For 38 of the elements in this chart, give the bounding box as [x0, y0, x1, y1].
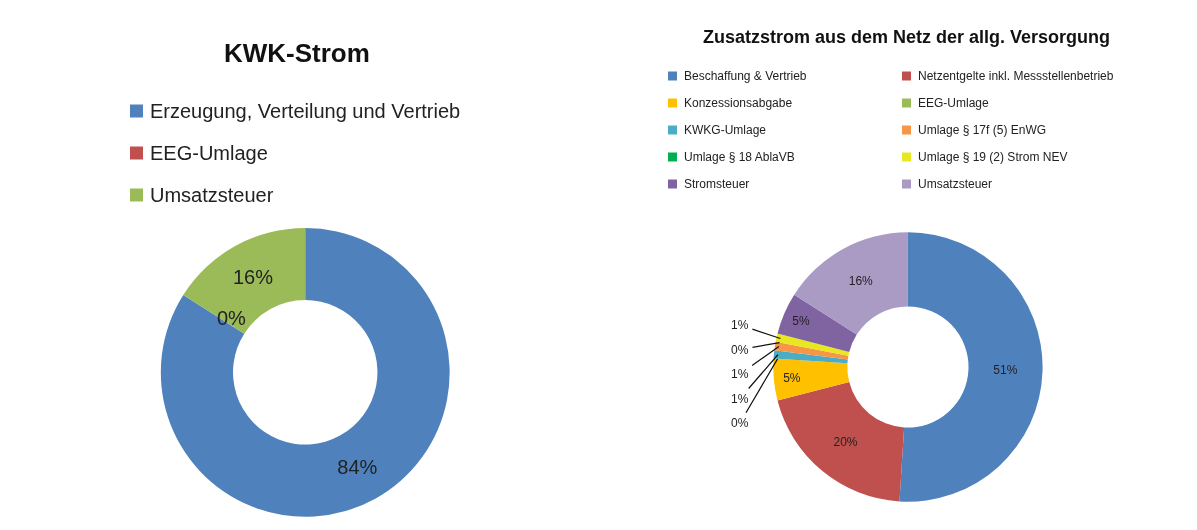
text: 0%: [731, 416, 749, 430]
legend-label: Umsatzsteuer: [150, 184, 274, 206]
donut-slice: [183, 227, 306, 334]
donut-slice: [794, 232, 908, 335]
legend-label: Beschaffung & Vertrieb: [684, 69, 807, 83]
legend-label: Konzessionsabgabe: [684, 96, 793, 110]
data-label: 16%: [232, 266, 274, 289]
donut-slice: [160, 227, 450, 517]
donut-slice: [775, 333, 850, 356]
legend-label: Umlage § 19 (2) Strom NEV: [918, 150, 1068, 164]
donut-slice: [773, 358, 850, 401]
data-label: 20%: [833, 435, 858, 450]
data-label: 51%: [993, 363, 1018, 378]
chart-title: Zusatzstrom aus dem Netz der allg. Versorgung: [703, 27, 1111, 47]
chart-title: KWK-Strom: [224, 38, 370, 68]
data-label: 84%: [337, 456, 378, 479]
data-label: 5%: [792, 313, 810, 328]
legend-label: KWKG-Umlage: [684, 123, 767, 137]
text: 0%: [731, 343, 749, 357]
legend-label: EEG-Umlage: [918, 96, 990, 110]
data-label: 1%: [731, 392, 749, 406]
legend-label: Stromsteuer: [684, 177, 750, 191]
legend-label: EEG-Umlage: [150, 142, 268, 164]
data-label: 16%: [848, 274, 874, 289]
legend-label: Umlage § 18 AblaVB: [684, 150, 795, 164]
text: 0%: [217, 307, 246, 329]
donut-slice: [777, 382, 905, 502]
legend-label: Erzeugung, Verteilung und Vertrieb: [150, 100, 461, 122]
donut-slice: [773, 350, 848, 364]
donut-slice: [774, 341, 849, 360]
donut-slice: [777, 294, 857, 352]
legend-label: Netzentgelte inkl. Messstellenbetrieb: [918, 69, 1114, 83]
legend-label: Umsatzsteuer: [918, 177, 993, 191]
legend-label: Umlage § 17f (5) EnWG: [918, 123, 1047, 137]
data-label: 1%: [731, 318, 749, 332]
data-label: 5%: [783, 370, 801, 385]
donut-slice: [899, 232, 1043, 502]
data-label: 1%: [731, 367, 749, 381]
